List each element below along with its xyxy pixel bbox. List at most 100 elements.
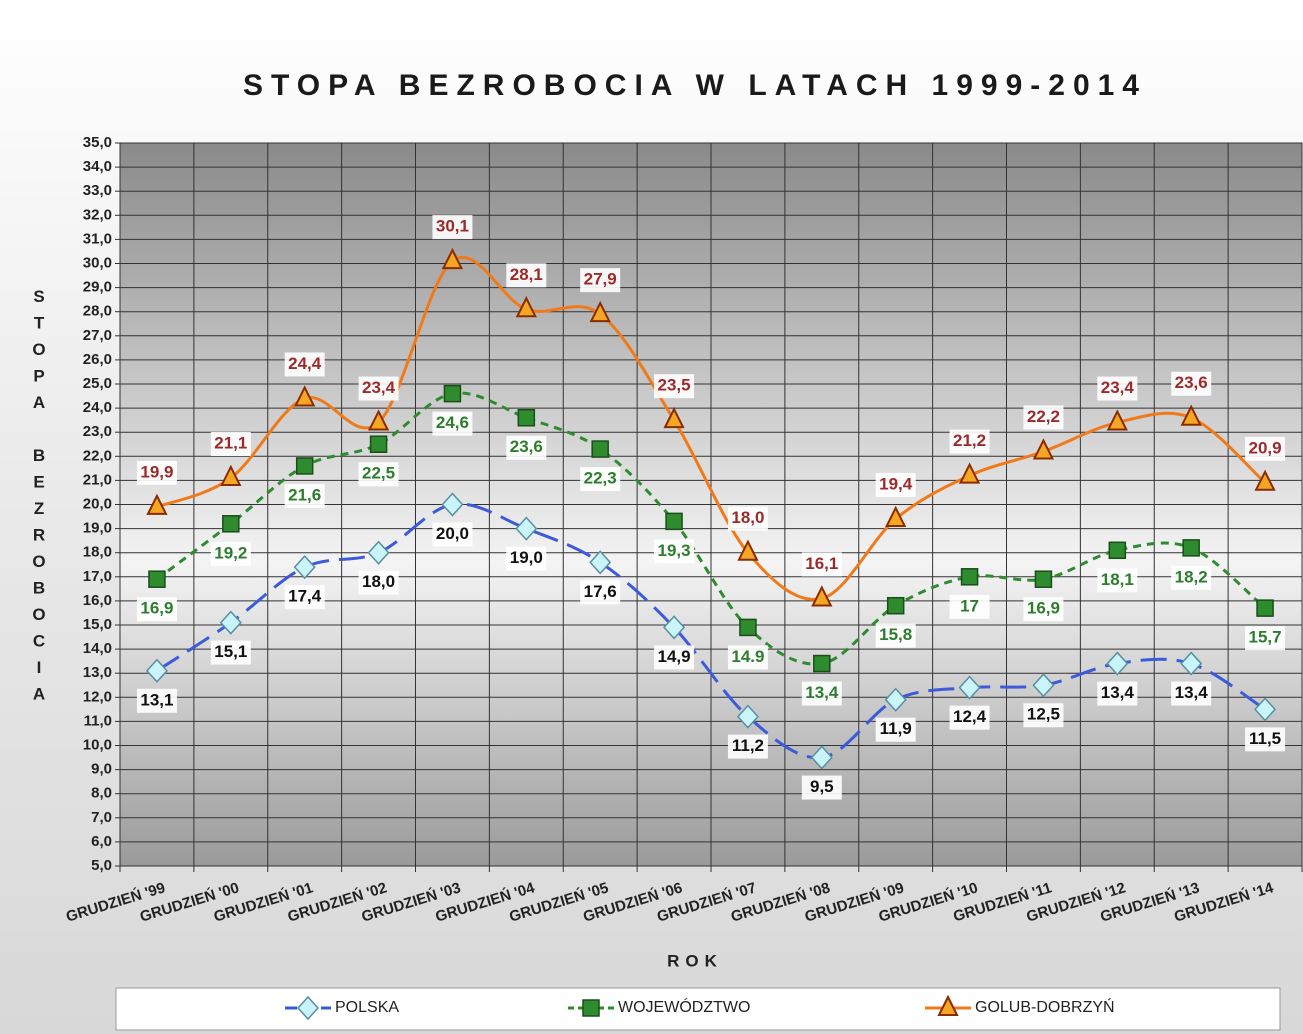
data-label: 16,1 bbox=[805, 554, 838, 573]
data-label: 19,3 bbox=[658, 541, 691, 560]
data-label: 13,1 bbox=[140, 690, 173, 709]
data-label: 23,6 bbox=[510, 437, 543, 456]
y-tick-label: 12,0 bbox=[83, 688, 112, 705]
marker bbox=[443, 384, 462, 403]
data-label: 20,9 bbox=[1249, 438, 1282, 457]
marker bbox=[369, 435, 388, 453]
marker bbox=[663, 615, 686, 640]
marker bbox=[515, 516, 538, 541]
data-label-box bbox=[727, 645, 768, 670]
data-label: 14,9 bbox=[658, 647, 691, 666]
data-label: 11,9 bbox=[880, 719, 912, 738]
data-label-box bbox=[1245, 727, 1286, 752]
marker bbox=[220, 464, 242, 486]
y-tick-label: 15,0 bbox=[83, 616, 112, 633]
marker bbox=[1254, 697, 1277, 722]
plot-border bbox=[119, 142, 1303, 867]
y-tick-label: 32,0 bbox=[83, 206, 112, 223]
data-label-box bbox=[875, 472, 916, 497]
data-label: 23,4 bbox=[362, 378, 396, 397]
marker bbox=[296, 995, 320, 1021]
data-label: 13,4 bbox=[805, 683, 839, 702]
marker bbox=[146, 493, 168, 515]
data-label: 12,5 bbox=[1027, 705, 1060, 724]
y-tick-label: 22,0 bbox=[83, 447, 112, 464]
data-label: 13,4 bbox=[1175, 683, 1209, 702]
marker bbox=[367, 540, 390, 565]
data-label-box bbox=[654, 645, 695, 670]
y-tick-label: 21,0 bbox=[83, 471, 112, 488]
marker bbox=[958, 462, 981, 484]
data-label-box bbox=[875, 717, 916, 742]
marker bbox=[1032, 673, 1055, 698]
data-label: 24,4 bbox=[288, 354, 322, 373]
data-label: 13,4 bbox=[1101, 683, 1135, 702]
data-label: 15,8 bbox=[879, 625, 912, 644]
marker bbox=[1108, 541, 1127, 560]
legend-label: GOLUB-DOBRZYŃ bbox=[975, 997, 1115, 1016]
data-label: 18,0 bbox=[731, 508, 764, 527]
marker bbox=[293, 555, 316, 580]
data-label-box bbox=[801, 775, 842, 800]
data-label-box bbox=[875, 623, 916, 648]
data-label-box bbox=[284, 585, 325, 610]
y-tick-label: 20,0 bbox=[83, 495, 112, 512]
marker bbox=[958, 675, 981, 700]
data-label: 14.9 bbox=[731, 647, 764, 666]
data-label-box bbox=[1171, 565, 1212, 590]
data-label: 21,6 bbox=[288, 485, 321, 504]
data-label-box bbox=[1023, 405, 1064, 430]
data-label: 20,0 bbox=[436, 524, 469, 543]
y-tick-label: 9,0 bbox=[91, 761, 112, 778]
y-tick-label: 6,0 bbox=[91, 833, 112, 850]
data-label: 19,0 bbox=[510, 548, 543, 567]
y-axis-title: STOPA BEZROBOCIA bbox=[30, 287, 49, 711]
y-tick-label: 35,0 bbox=[83, 134, 112, 151]
marker bbox=[736, 704, 759, 729]
data-label: 30,1 bbox=[436, 217, 469, 236]
data-label-box bbox=[506, 546, 547, 571]
data-label: 23,6 bbox=[1175, 373, 1208, 392]
data-label-box bbox=[1245, 436, 1286, 461]
data-label-box bbox=[210, 431, 251, 456]
marker bbox=[589, 550, 612, 575]
data-label-box bbox=[727, 506, 768, 531]
marker bbox=[663, 406, 685, 429]
data-label-box bbox=[949, 594, 990, 619]
y-tick-label: 8,0 bbox=[91, 785, 112, 802]
data-label: 21,1 bbox=[214, 433, 247, 452]
y-tick-label: 5,0 bbox=[91, 857, 112, 874]
data-label: 21,2 bbox=[953, 431, 986, 450]
data-label-box bbox=[1097, 376, 1138, 401]
data-label-box bbox=[654, 539, 695, 564]
marker bbox=[441, 492, 464, 517]
data-label: 19,4 bbox=[879, 474, 913, 493]
series-line bbox=[156, 391, 1267, 666]
data-label-box bbox=[580, 268, 621, 293]
y-tick-label: 10,0 bbox=[83, 736, 112, 753]
data-label: 22,5 bbox=[362, 464, 395, 483]
marker bbox=[810, 745, 833, 770]
marker bbox=[219, 610, 242, 635]
data-label: 9,5 bbox=[810, 777, 834, 796]
data-label-box bbox=[506, 435, 547, 460]
data-label-box bbox=[1171, 371, 1212, 396]
data-label-box bbox=[801, 552, 842, 577]
data-label: 16,9 bbox=[1027, 599, 1060, 618]
data-label-box bbox=[284, 483, 325, 508]
marker bbox=[1032, 438, 1055, 460]
marker bbox=[960, 568, 979, 586]
marker bbox=[295, 457, 314, 475]
marker bbox=[1180, 404, 1202, 426]
data-label-box bbox=[358, 570, 399, 595]
marker bbox=[1034, 570, 1053, 588]
data-label-box bbox=[210, 541, 251, 566]
y-tick-label: 7,0 bbox=[91, 809, 112, 826]
y-tick-label: 24,0 bbox=[83, 399, 112, 416]
y-tick-label: 13,0 bbox=[83, 664, 112, 681]
data-label: 12,4 bbox=[953, 707, 987, 726]
data-label-box bbox=[136, 688, 177, 713]
marker bbox=[582, 999, 600, 1017]
legend-label: WOJEWÓDZTWO bbox=[618, 997, 750, 1016]
data-label-box bbox=[727, 734, 768, 759]
